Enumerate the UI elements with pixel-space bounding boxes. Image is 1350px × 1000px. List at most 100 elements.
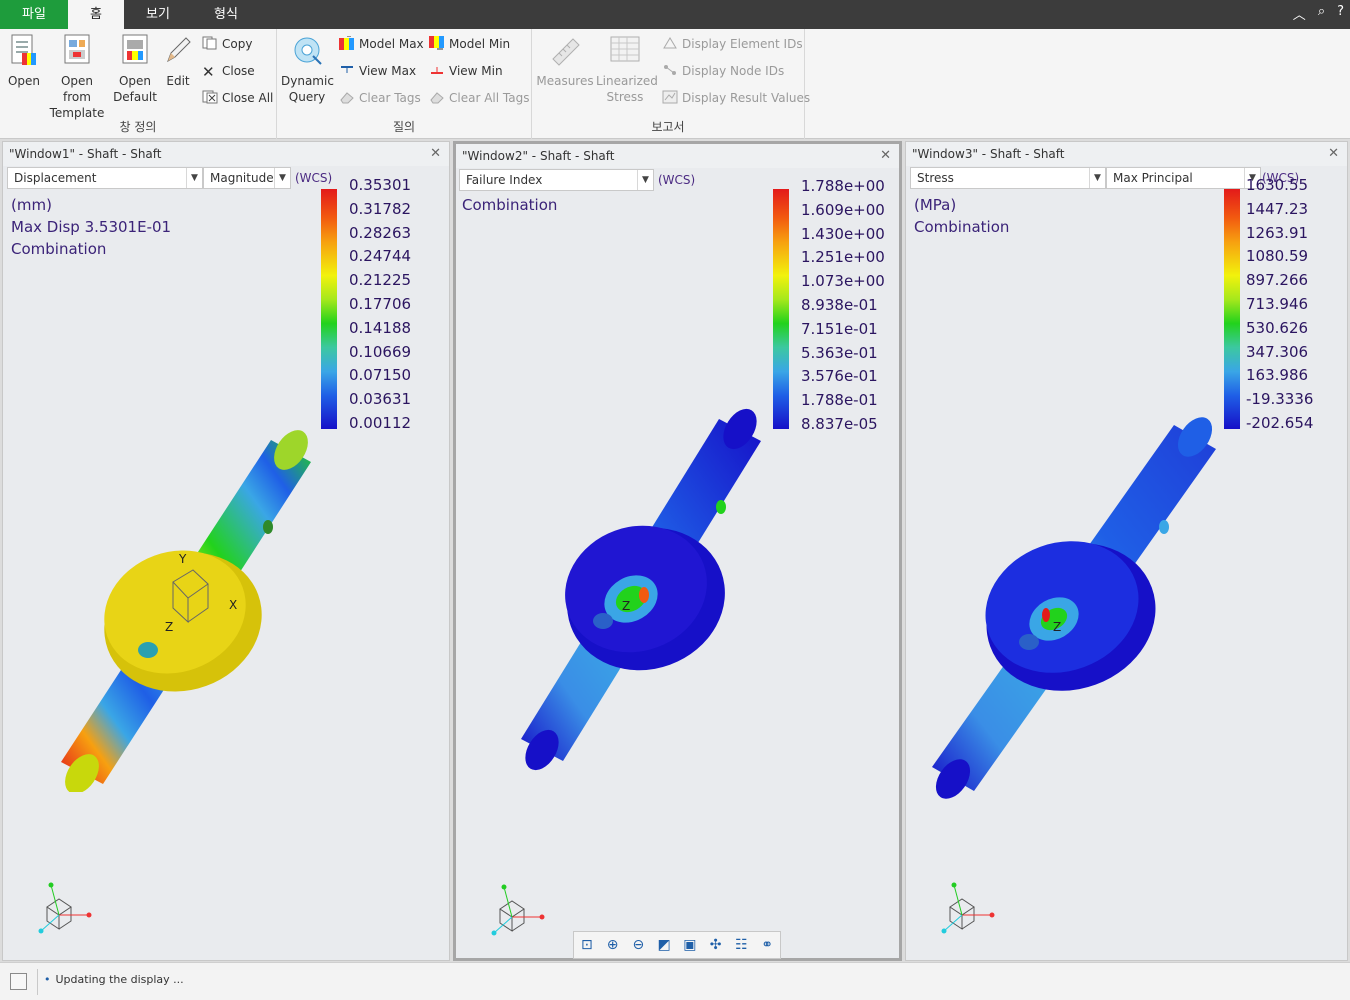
display-element-ids-button[interactable]: Display Element IDs	[662, 34, 803, 54]
legend-value: 530.626	[1246, 318, 1309, 337]
saved-views-icon[interactable]: ▣	[683, 937, 697, 953]
pencil-icon	[162, 33, 194, 67]
result-window-2[interactable]: "Window2" - Shaft - Shaft ✕ Failure Inde…	[453, 141, 902, 961]
eraser-all-icon	[429, 90, 445, 104]
zoom-in-icon[interactable]: ⊕	[606, 937, 619, 953]
measures-button[interactable]: Measures	[536, 33, 594, 89]
tab-view[interactable]: 보기	[146, 7, 170, 22]
status-bar: • Updating the display ...	[0, 962, 1350, 1000]
legend-values: 1.788e+00 1.609e+00 1.430e+00 1.251e+00 …	[801, 175, 885, 437]
window-title: "Window1" - Shaft - Shaft	[3, 142, 449, 166]
open-default-button[interactable]: Open Default	[112, 33, 158, 105]
shaft-model-stress[interactable]	[926, 407, 1226, 807]
legend-value: 1263.91	[1246, 223, 1309, 242]
linearized-stress-button[interactable]: Linearized Stress	[596, 33, 658, 105]
linearized-stress-icon	[609, 33, 641, 67]
spin-center-icon[interactable]: ✣	[709, 937, 722, 953]
legend-value: 5.363e-01	[801, 343, 878, 362]
display-result-values-button[interactable]: Display Result Values	[662, 88, 810, 108]
display-style-icon[interactable]: ⚭	[761, 937, 773, 953]
ribbon: Open Open from Template Open Default Edi…	[0, 29, 1350, 139]
shaft-model-failure-index[interactable]	[511, 399, 831, 779]
result-info: (mm) Max Disp 3.5301E-01 Combination	[11, 194, 171, 260]
view-max-button[interactable]: View Max	[339, 61, 416, 81]
eraser-icon	[339, 90, 355, 104]
component-dropdown[interactable]: Max Principal ▼	[1106, 167, 1261, 189]
quantity-dropdown[interactable]: Displacement ▼	[7, 167, 203, 189]
quantity-dropdown[interactable]: Stress ▼	[910, 167, 1106, 189]
open-from-template-button[interactable]: Open from Template	[46, 33, 108, 121]
ribbon-group-report: Measures Linearized Stress Display Eleme…	[532, 29, 810, 139]
status-message: • Updating the display ...	[44, 973, 184, 986]
legend-value: 0.10669	[349, 342, 412, 361]
group-label-report: 보고서	[651, 120, 685, 134]
open-button[interactable]: Open	[6, 33, 42, 89]
legend-values: 0.35301 0.31782 0.28263 0.24744 0.21225 …	[349, 174, 411, 436]
legend-value: 713.946	[1246, 294, 1309, 313]
open-result-icon	[8, 33, 40, 67]
close-all-button[interactable]: Close All	[202, 88, 273, 108]
tab-format[interactable]: 형식	[214, 7, 238, 22]
tab-file[interactable]: 파일	[0, 0, 68, 29]
legend-value: 0.24744	[349, 247, 412, 266]
close-window-icon[interactable]: ✕	[1328, 146, 1339, 161]
legend-value: 0.35301	[349, 176, 412, 194]
model-min-button[interactable]: Model Min	[429, 34, 510, 54]
legend-value: 1.788e-01	[801, 391, 878, 410]
bullet-icon: •	[44, 973, 51, 986]
collapse-ribbon-icon[interactable]: ︿	[1292, 8, 1306, 23]
color-legend-bar	[1224, 189, 1240, 429]
model-max-button[interactable]: Model Max	[339, 34, 424, 54]
message-log-toggle[interactable]	[10, 973, 27, 990]
legend-values: 1630.55 1447.23 1263.91 1080.59 897.266 …	[1246, 174, 1313, 436]
legend-value: 347.306	[1246, 342, 1309, 361]
copy-icon	[202, 36, 218, 50]
refit-icon[interactable]: ⊡	[581, 937, 593, 953]
close-window-icon[interactable]: ✕	[880, 148, 891, 163]
element-ids-icon	[662, 36, 678, 50]
shaft-model-displacement[interactable]	[43, 412, 343, 792]
clear-all-tags-button[interactable]: Clear All Tags	[429, 88, 529, 108]
help-icon[interactable]: ?	[1337, 4, 1344, 19]
legend-value: 0.31782	[349, 199, 412, 218]
coordinate-system-label: (WCS)	[295, 171, 333, 185]
ruler-icon	[549, 33, 581, 67]
legend-value: 0.14188	[349, 318, 412, 337]
load-case-label: Combination	[11, 240, 107, 258]
result-values-icon	[662, 90, 678, 104]
close-all-icon	[202, 90, 218, 104]
display-node-ids-button[interactable]: Display Node IDs	[662, 61, 784, 81]
legend-value: 3.576e-01	[801, 367, 878, 386]
result-window-3[interactable]: "Window3" - Shaft - Shaft ✕ Stress ▼ Max…	[905, 141, 1348, 961]
status-divider	[37, 969, 38, 995]
copy-button[interactable]: Copy	[202, 34, 252, 54]
dynamic-query-button[interactable]: Dynamic Query	[281, 33, 334, 105]
legend-value: 0.03631	[349, 390, 412, 409]
legend-value: 1.788e+00	[801, 177, 885, 195]
triad-x-label: X	[229, 598, 238, 612]
chevron-down-icon: ▼	[637, 170, 653, 190]
quantity-dropdown[interactable]: Failure Index ▼	[459, 169, 654, 191]
coordinate-triad-icon	[941, 882, 995, 934]
legend-value: 0.28263	[349, 223, 412, 242]
view-max-icon	[339, 63, 355, 77]
tab-home[interactable]: 홈	[68, 0, 124, 29]
units-label: (mm)	[11, 196, 52, 214]
edit-button[interactable]: Edit	[160, 33, 196, 89]
ribbon-group-window: Open Open from Template Open Default Edi…	[0, 29, 277, 139]
group-label-query: 질의	[392, 120, 416, 134]
zoom-out-icon[interactable]: ⊖	[632, 937, 645, 953]
clear-tags-button[interactable]: Clear Tags	[339, 88, 421, 108]
chevron-down-icon: ▼	[1244, 168, 1260, 188]
close-window-icon[interactable]: ✕	[430, 146, 441, 161]
window-title: "Window2" - Shaft - Shaft	[456, 144, 899, 168]
result-window-1[interactable]: "Window1" - Shaft - Shaft ✕ Displacement…	[2, 141, 450, 961]
component-dropdown[interactable]: Magnitude ▼	[203, 167, 291, 189]
dynamic-query-icon	[291, 33, 323, 67]
view-manager-icon[interactable]: ☷	[735, 937, 748, 953]
pan-zoom-icon[interactable]: ◩	[657, 937, 671, 953]
search-icon[interactable]: ⌕	[1317, 4, 1326, 19]
coordinate-system-label: (WCS)	[658, 173, 696, 187]
view-min-button[interactable]: View Min	[429, 61, 503, 81]
close-button[interactable]: ✕ Close	[202, 63, 255, 81]
